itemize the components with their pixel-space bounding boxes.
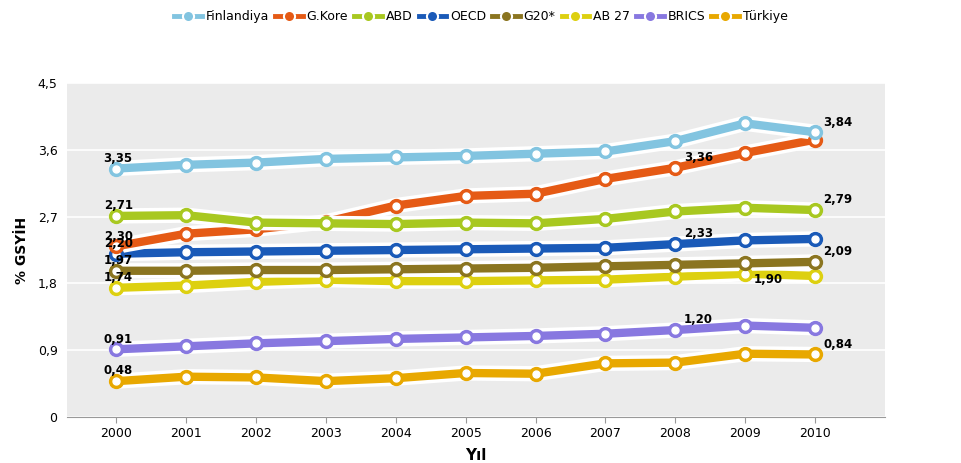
Legend: Finlandiya, G.Kore, ABD, OECD, G20*, AB 27, BRICS, Türkiye: Finlandiya, G.Kore, ABD, OECD, G20*, AB … [170, 6, 791, 27]
Text: 0,48: 0,48 [104, 364, 133, 377]
Text: 3,84: 3,84 [823, 116, 851, 129]
Text: 1,74: 1,74 [104, 271, 133, 284]
Text: 3,35: 3,35 [104, 152, 133, 165]
Y-axis label: % GSYİH: % GSYİH [15, 217, 30, 283]
Text: 1,97: 1,97 [104, 254, 133, 267]
Text: 1,90: 1,90 [752, 273, 782, 286]
Text: 2,09: 2,09 [823, 245, 851, 258]
Text: 2,71: 2,71 [104, 199, 133, 212]
Text: 1,20: 1,20 [683, 313, 712, 326]
Text: 2,79: 2,79 [823, 194, 851, 206]
Text: 2,20: 2,20 [104, 237, 133, 250]
Text: 3,36: 3,36 [683, 151, 712, 164]
X-axis label: Yıl: Yıl [465, 449, 486, 463]
Text: 2,30: 2,30 [104, 230, 133, 243]
Text: 0,91: 0,91 [104, 332, 133, 345]
Text: 2,33: 2,33 [683, 227, 712, 240]
Text: 0,84: 0,84 [823, 338, 851, 351]
